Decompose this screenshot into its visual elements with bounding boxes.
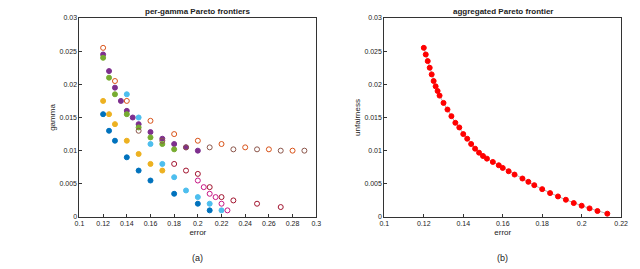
svg-text:0.12: 0.12 xyxy=(417,220,431,227)
svg-text:0.005: 0.005 xyxy=(364,180,382,187)
svg-text:0.025: 0.025 xyxy=(364,48,382,55)
svg-text:0.015: 0.015 xyxy=(60,114,78,121)
svg-text:0.16: 0.16 xyxy=(496,220,510,227)
svg-text:0.22: 0.22 xyxy=(614,220,628,227)
svg-text:0: 0 xyxy=(378,213,382,220)
svg-text:per-gamma Pareto frontiers: per-gamma Pareto frontiers xyxy=(145,7,250,16)
svg-text:0.14: 0.14 xyxy=(456,220,470,227)
svg-text:0.22: 0.22 xyxy=(215,220,229,227)
svg-text:0.01: 0.01 xyxy=(368,147,382,154)
svg-text:0.1: 0.1 xyxy=(379,220,389,227)
svg-text:(b): (b) xyxy=(497,253,508,263)
svg-text:0.01: 0.01 xyxy=(63,147,77,154)
svg-text:0.02: 0.02 xyxy=(63,81,77,88)
svg-text:error: error xyxy=(494,228,511,237)
svg-text:(a): (a) xyxy=(192,253,203,263)
svg-text:0.2: 0.2 xyxy=(193,220,203,227)
svg-text:0.02: 0.02 xyxy=(368,81,382,88)
svg-text:0.025: 0.025 xyxy=(60,48,78,55)
svg-text:0.015: 0.015 xyxy=(364,114,382,121)
svg-text:0.005: 0.005 xyxy=(60,180,78,187)
svg-text:0.14: 0.14 xyxy=(120,220,134,227)
svg-text:0.18: 0.18 xyxy=(535,220,549,227)
svg-text:gamma: gamma xyxy=(48,104,57,131)
svg-text:0.18: 0.18 xyxy=(167,220,181,227)
svg-text:0.3: 0.3 xyxy=(311,220,321,227)
svg-text:0.03: 0.03 xyxy=(63,14,77,21)
svg-text:0.28: 0.28 xyxy=(286,220,300,227)
svg-text:unfairness: unfairness xyxy=(353,99,362,136)
svg-text:error: error xyxy=(189,228,206,237)
svg-text:0.2: 0.2 xyxy=(577,220,587,227)
svg-text:0.26: 0.26 xyxy=(262,220,276,227)
svg-text:0: 0 xyxy=(73,213,77,220)
svg-text:0.1: 0.1 xyxy=(75,220,85,227)
svg-text:0.12: 0.12 xyxy=(96,220,110,227)
svg-text:0.24: 0.24 xyxy=(238,220,252,227)
svg-text:0.03: 0.03 xyxy=(368,14,382,21)
svg-text:aggregated Pareto frontier: aggregated Pareto frontier xyxy=(453,7,553,16)
svg-text:0.16: 0.16 xyxy=(144,220,158,227)
